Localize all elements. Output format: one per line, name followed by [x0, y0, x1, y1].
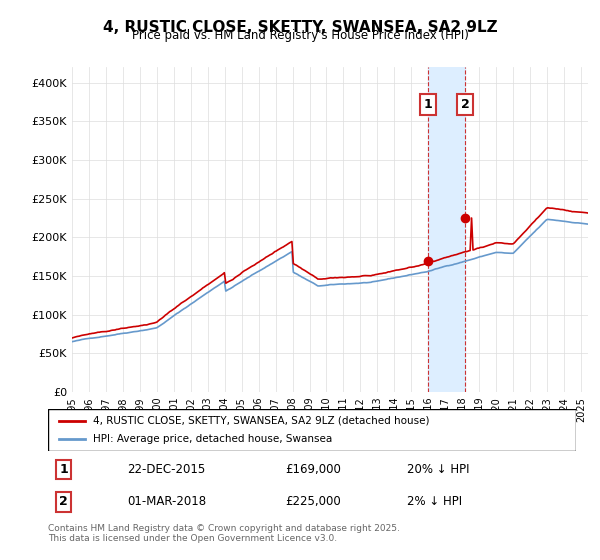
FancyBboxPatch shape: [48, 409, 576, 451]
Text: 2: 2: [59, 496, 68, 508]
Text: 1: 1: [424, 98, 432, 111]
Text: HPI: Average price, detached house, Swansea: HPI: Average price, detached house, Swan…: [93, 434, 332, 444]
Text: Price paid vs. HM Land Registry's House Price Index (HPI): Price paid vs. HM Land Registry's House …: [131, 29, 469, 42]
Bar: [428, 67, 465, 392]
Text: 4, RUSTIC CLOSE, SKETTY, SWANSEA, SA2 9LZ (detached house): 4, RUSTIC CLOSE, SKETTY, SWANSEA, SA2 9L…: [93, 416, 430, 426]
Text: £225,000: £225,000: [286, 496, 341, 508]
Text: 4, RUSTIC CLOSE, SKETTY, SWANSEA, SA2 9LZ: 4, RUSTIC CLOSE, SKETTY, SWANSEA, SA2 9L…: [103, 20, 497, 35]
Text: 22-DEC-2015: 22-DEC-2015: [127, 463, 205, 476]
Text: 1: 1: [59, 463, 68, 476]
Text: £169,000: £169,000: [286, 463, 341, 476]
Text: Contains HM Land Registry data © Crown copyright and database right 2025.
This d: Contains HM Land Registry data © Crown c…: [48, 524, 400, 543]
Text: 01-MAR-2018: 01-MAR-2018: [127, 496, 206, 508]
Text: 2% ↓ HPI: 2% ↓ HPI: [407, 496, 462, 508]
Text: 20% ↓ HPI: 20% ↓ HPI: [407, 463, 470, 476]
Text: 2: 2: [461, 98, 469, 111]
